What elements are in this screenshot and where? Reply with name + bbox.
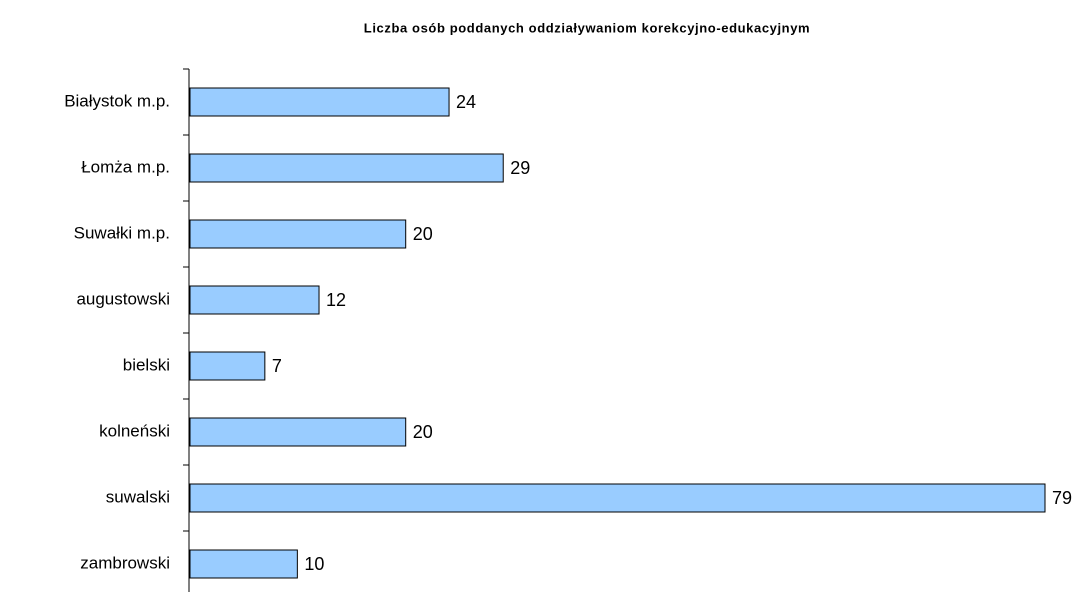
chart-title: Liczba osób poddanych oddziaływaniom kor…	[364, 20, 810, 35]
bar	[189, 87, 450, 117]
category-label: Suwałki m.p.	[74, 223, 170, 242]
bar	[189, 549, 298, 579]
bar	[189, 351, 266, 381]
category-label: Łomża m.p.	[81, 157, 170, 176]
category-label: zambrowski	[80, 553, 170, 572]
value-label: 20	[413, 224, 433, 244]
bar	[189, 285, 320, 315]
value-label: 12	[326, 290, 346, 310]
value-label: 29	[510, 158, 530, 178]
category-label: bielski	[123, 355, 170, 374]
value-label: 7	[272, 356, 282, 376]
category-label: Białystok m.p.	[64, 91, 170, 110]
bar	[189, 417, 407, 447]
value-label: 10	[304, 554, 324, 574]
bar	[189, 483, 1046, 513]
bar	[189, 219, 407, 249]
category-label: suwalski	[106, 487, 170, 506]
category-label: kolneński	[99, 421, 170, 440]
category-label: augustowski	[76, 289, 170, 308]
value-label: 24	[456, 92, 476, 112]
value-label: 20	[413, 422, 433, 442]
value-label: 79	[1052, 488, 1072, 508]
bar	[189, 153, 504, 183]
